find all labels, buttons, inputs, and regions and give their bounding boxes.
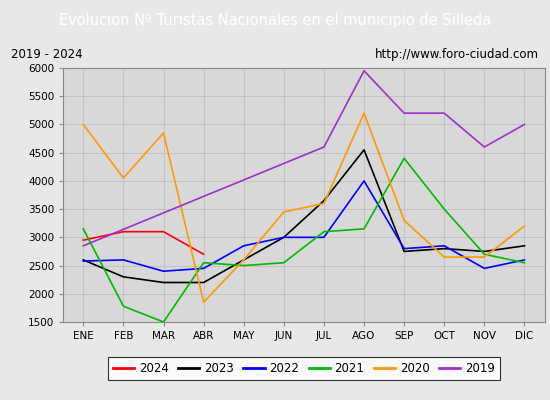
Text: 2019 - 2024: 2019 - 2024 (11, 48, 82, 61)
Legend: 2024, 2023, 2022, 2021, 2020, 2019: 2024, 2023, 2022, 2021, 2020, 2019 (108, 357, 499, 380)
Text: Evolucion Nº Turistas Nacionales en el municipio de Silleda: Evolucion Nº Turistas Nacionales en el m… (59, 14, 491, 28)
Text: http://www.foro-ciudad.com: http://www.foro-ciudad.com (375, 48, 539, 61)
